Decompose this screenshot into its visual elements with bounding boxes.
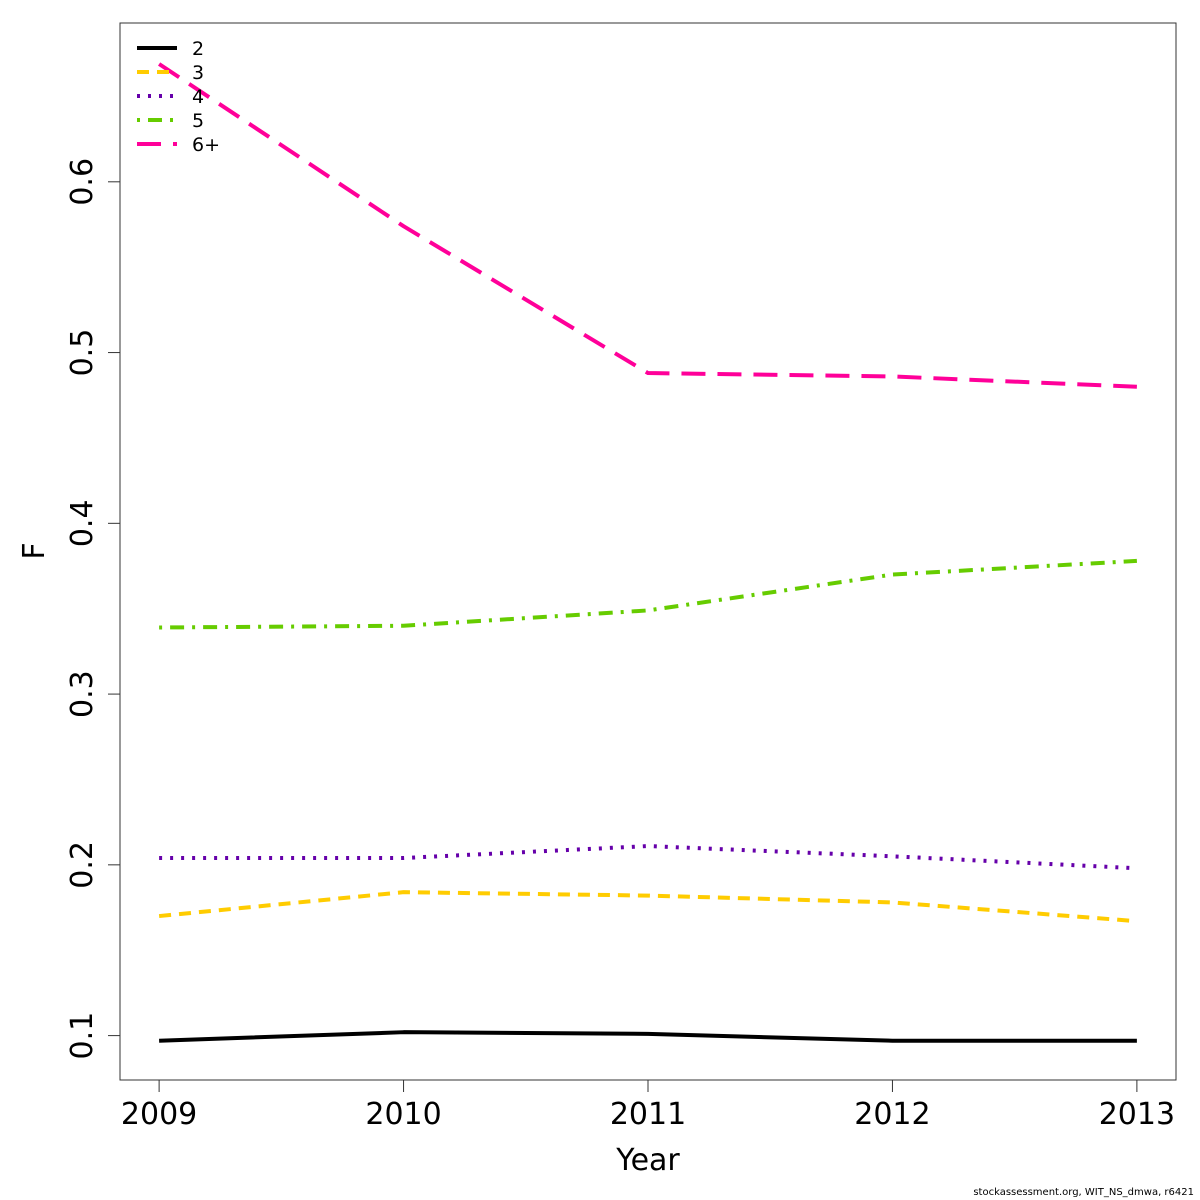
- y-tick-label: 0.1: [65, 1012, 100, 1060]
- x-tick-label: 2013: [1099, 1097, 1175, 1132]
- x-tick-label: 2012: [854, 1097, 930, 1132]
- x-axis-label: Year: [615, 1143, 680, 1178]
- y-tick-label: 0.2: [65, 841, 100, 889]
- series-layer: [158, 62, 1138, 1043]
- legend-label: 6+: [192, 134, 220, 156]
- legend-label: 2: [192, 38, 204, 60]
- legend-label: 4: [192, 86, 204, 108]
- plot-frame: [119, 22, 1177, 1081]
- series-line-5: [159, 558, 1138, 630]
- y-axis-label: F: [17, 542, 52, 559]
- credit-footer: stockassessment.org, WIT_NS_dmwa, r6421: [973, 1187, 1194, 1198]
- y-tick-label: 0.3: [65, 670, 100, 718]
- y-tick-label: 0.6: [65, 158, 100, 206]
- legend-label: 3: [192, 62, 204, 84]
- y-tick-label: 0.5: [65, 329, 100, 377]
- y-axis: 0.1 0.2 0.3 0.4 0.5 0.6: [65, 158, 121, 1060]
- series-line-4: [159, 844, 1137, 871]
- x-tick-label: 2010: [365, 1097, 441, 1132]
- x-tick-label: 2011: [610, 1097, 686, 1132]
- series-line-2: [159, 1030, 1137, 1043]
- series-line-3: [158, 890, 1138, 924]
- x-tick-label: 2009: [121, 1097, 197, 1132]
- y-tick-label: 0.4: [65, 499, 100, 547]
- series-line-6plus: [158, 62, 1137, 389]
- x-axis: 2009 2010 2011 2012 2013: [121, 1079, 1175, 1132]
- legend-label: 5: [192, 110, 204, 132]
